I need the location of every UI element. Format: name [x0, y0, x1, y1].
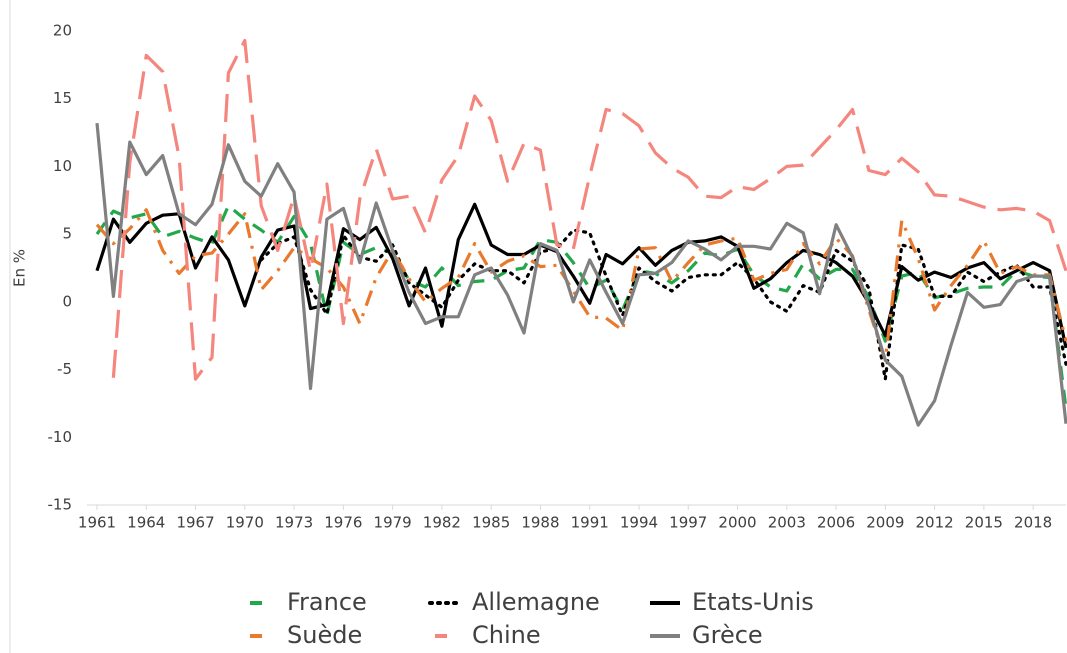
- y-tick-label: -5: [57, 360, 72, 378]
- x-tick-label: 2003: [768, 514, 806, 532]
- x-tick-label: 2012: [916, 514, 954, 532]
- x-tick-label: 2000: [718, 514, 756, 532]
- series-line: [111, 38, 1067, 381]
- series-line: [95, 208, 1067, 362]
- x-tick-label: 2015: [965, 514, 1003, 532]
- x-tick-label: 1991: [571, 514, 609, 532]
- legend-label: Grèce: [692, 621, 763, 649]
- y-tick-label: 20: [53, 22, 72, 40]
- y-tick-label: 0: [62, 292, 72, 310]
- y-tick-label: -10: [48, 428, 73, 446]
- y-axis-label: En %: [11, 249, 29, 287]
- x-tick-label: 1994: [620, 514, 658, 532]
- y-tick-label: 5: [62, 225, 72, 243]
- x-tick-label: 1997: [669, 514, 707, 532]
- series-line: [95, 204, 1067, 409]
- y-tick-label: 10: [53, 157, 72, 175]
- series-line: [95, 122, 1067, 427]
- series-line: [95, 202, 1067, 349]
- x-tick-label: 1982: [423, 514, 461, 532]
- x-tick-label: 1961: [78, 514, 116, 532]
- x-tick-label: 1979: [374, 514, 412, 532]
- x-tick-label: 2009: [866, 514, 904, 532]
- legend-label: Suède: [287, 621, 362, 649]
- x-tick-label: 1985: [472, 514, 510, 532]
- x-tick-label: 1988: [521, 514, 559, 532]
- legend-label: Allemagne: [472, 588, 600, 616]
- legend-label: France: [287, 588, 367, 616]
- x-tick-label: 1964: [127, 514, 165, 532]
- x-tick-label: 1973: [275, 514, 313, 532]
- y-tick-label: -15: [48, 496, 73, 514]
- x-tick-label: 2006: [817, 514, 855, 532]
- series-line: [259, 228, 1067, 381]
- x-tick-label: 1970: [226, 514, 264, 532]
- x-tick-label: 1967: [176, 514, 214, 532]
- y-tick-label: 15: [53, 89, 72, 107]
- x-tick-label: 2018: [1014, 514, 1052, 532]
- x-tick-label: 1976: [324, 514, 362, 532]
- legend-label: Etats-Unis: [692, 588, 814, 616]
- legend-label: Chine: [472, 621, 541, 649]
